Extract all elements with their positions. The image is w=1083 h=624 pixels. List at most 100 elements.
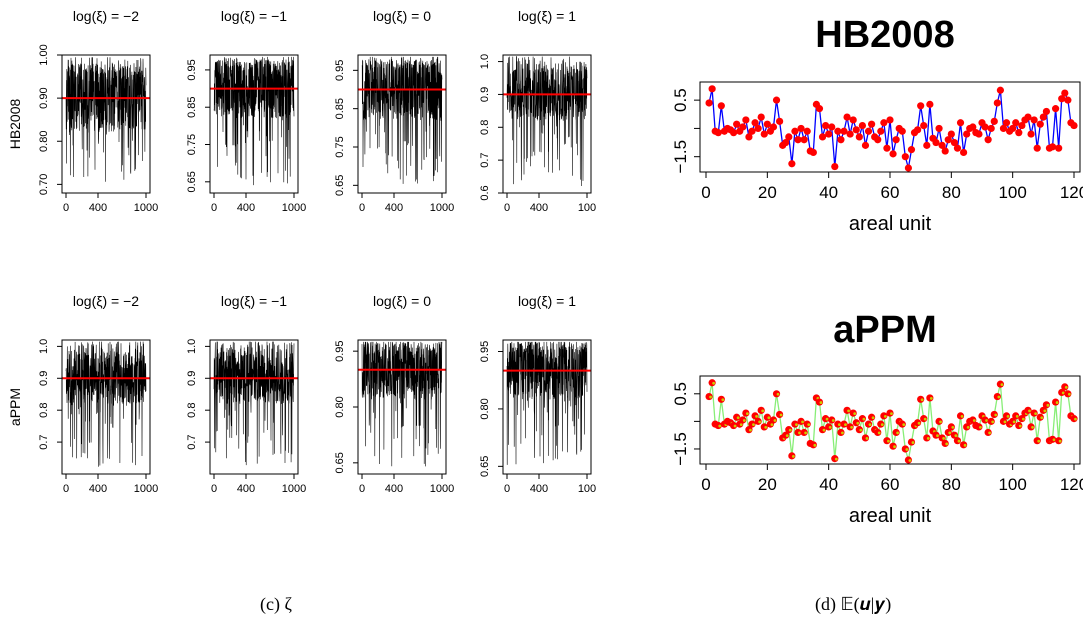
y-tick-label: 1.0 (479, 54, 491, 69)
x-tick-label: 0 (359, 483, 365, 495)
data-point-highlight (883, 414, 887, 418)
data-point-highlight (926, 437, 930, 440)
data-point-highlight (991, 420, 995, 424)
y-tick-label: 0.95 (186, 59, 198, 80)
plot-frame (209, 54, 299, 194)
trace-subplot: log(ξ) = 0 0.65 0.80 0.95 0 400 1000 (334, 293, 454, 495)
x-tick-label: 400 (385, 202, 403, 214)
data-point (889, 150, 897, 158)
data-point-highlight (822, 428, 826, 432)
data-point-highlight (1012, 420, 1016, 424)
trace-subplot: log(ξ) = 1 0.6 0.7 0.8 0.9 1.0 0 400 100 (479, 8, 596, 214)
x-tick-label: 400 (530, 483, 548, 495)
series-plot-2: aPPM 0.5 −1.5 0 20 40 60 80 100 120 areal unit (671, 309, 1083, 527)
x-tick-label: 0 (504, 202, 510, 214)
data-point (1012, 119, 1020, 127)
data-point-highlight (1037, 439, 1041, 443)
series-plot-1: HB2008 0.5 −1.5 0 20 40 60 80 100 120 areal unit (671, 14, 1083, 235)
y-tick-label: 0.95 (334, 340, 346, 361)
data-point (990, 117, 998, 125)
data-point (987, 124, 995, 133)
data-point (1070, 121, 1078, 130)
data-point-highlight (736, 416, 740, 420)
y-tick-label: 0.75 (186, 134, 198, 155)
x-tick-label: 100 (998, 183, 1026, 202)
data-point-highlight (795, 423, 798, 427)
data-point-highlight (837, 423, 841, 427)
data-point-highlight (1074, 417, 1077, 421)
data-point (941, 147, 949, 155)
data-point (877, 127, 885, 135)
data-point (1036, 120, 1044, 128)
x-tick-label: 400 (237, 483, 255, 495)
data-point-highlight (1040, 416, 1044, 420)
data-point (950, 138, 959, 147)
data-point-highlight (752, 423, 755, 427)
data-point-highlight (779, 413, 783, 417)
y-tick-label: 0.5 (671, 382, 690, 406)
data-point (849, 116, 857, 124)
y-tick-label: 0.7 (38, 434, 50, 449)
data-point (825, 130, 833, 138)
plot-title: HB2008 (815, 14, 954, 56)
data-point (742, 116, 750, 124)
data-point (800, 136, 808, 144)
data-point-highlight (902, 423, 906, 427)
row-label: HB2008 (7, 98, 23, 149)
data-point-highlight (917, 421, 921, 425)
data-point-highlight (865, 437, 869, 440)
data-point-highlight (709, 395, 712, 399)
data-point (1015, 129, 1023, 137)
data-point (960, 148, 968, 157)
subplot-title: log(ξ) = −2 (73, 293, 139, 309)
data-point (834, 127, 842, 135)
data-point (1018, 121, 1026, 130)
x-tick-label: 80 (942, 183, 961, 202)
x-tick-label: 0 (63, 483, 69, 495)
x-tick-label: 0 (211, 202, 217, 214)
data-point (797, 124, 805, 133)
data-point-highlight (801, 420, 804, 424)
data-point-highlight (1031, 425, 1034, 429)
x-tick-label: 0 (211, 483, 217, 495)
subplot-title: log(ξ) = −1 (221, 8, 287, 24)
trace-subplot: log(ξ) = 1 0.65 0.80 0.95 0 400 100 (479, 293, 596, 495)
data-point (944, 136, 952, 144)
y-tick-label: 0.9 (38, 371, 50, 386)
data-point (852, 126, 860, 134)
data-point-highlight (1043, 409, 1047, 413)
data-point-highlight (905, 448, 909, 451)
data-point-highlight (819, 401, 823, 404)
data-point (861, 141, 870, 149)
data-point-highlight (798, 431, 801, 435)
data-point-highlight (844, 423, 847, 427)
data-point-highlight (718, 424, 722, 428)
data-point-highlight (828, 425, 832, 429)
data-point (785, 133, 793, 141)
data-point (956, 119, 965, 127)
data-point (892, 136, 900, 144)
x-tick-label: 1000 (134, 483, 158, 495)
y-tick-label: 0.8 (38, 403, 50, 418)
x-tick-label: 60 (881, 475, 900, 494)
data-point-highlight (939, 420, 942, 424)
x-tick-label: 400 (237, 202, 255, 214)
data-point-highlight (985, 419, 988, 422)
plot-frame (502, 339, 592, 475)
subplot-title: log(ξ) = 0 (373, 8, 431, 24)
y-tick-label: 0.80 (479, 398, 491, 419)
data-point (886, 116, 894, 124)
data-point (1030, 116, 1038, 124)
data-point-highlight (788, 428, 792, 432)
data-point (883, 144, 891, 152)
trace-line (65, 341, 147, 467)
data-point (831, 162, 839, 171)
data-point-highlight (776, 392, 780, 396)
data-point (782, 138, 790, 147)
x-tick-label: 1000 (282, 483, 306, 495)
data-point-highlight (1003, 420, 1007, 424)
y-tick-label: 0.9 (479, 87, 491, 102)
y-tick-label: 0.95 (479, 341, 491, 362)
